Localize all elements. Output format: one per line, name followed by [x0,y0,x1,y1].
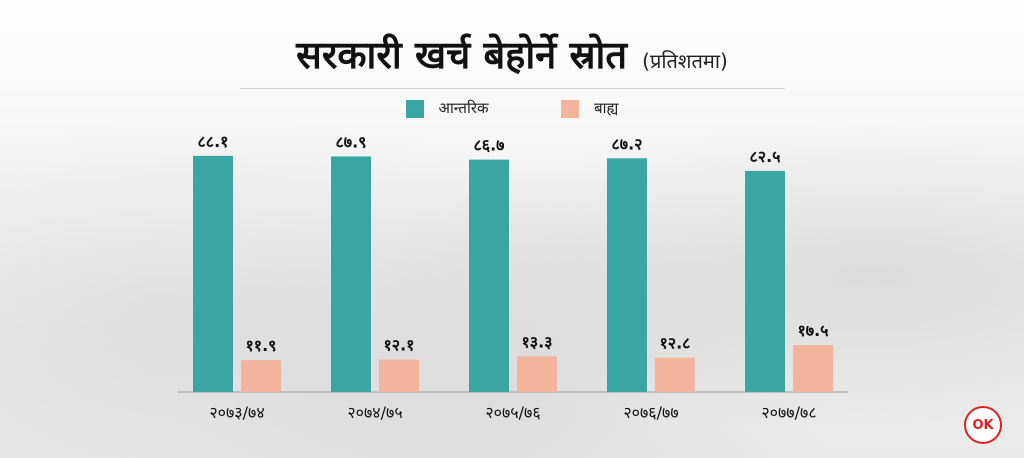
legend-swatch-external [561,99,580,118]
legend-item-external: बाह्य [561,98,618,118]
bar-internal [607,158,647,392]
chart-header: सरकारी खर्च बेहोर्ने स्रोत (प्रतिशतमा) [0,28,1024,80]
chart-legend: आन्तरिक बाह्य [0,98,1024,118]
brand-logo: OK [964,406,1002,444]
data-label: ८७.९ [335,132,366,151]
data-label: १३.३ [521,332,552,351]
bar-internal [469,159,509,392]
data-label: ११.९ [245,336,276,355]
data-label: १२.१ [383,336,414,355]
x-tick-label: २०७५/७६ [485,403,540,422]
data-label: ८६.७ [473,136,504,155]
data-label: ८२.५ [749,147,780,166]
x-tick-label: २०७३/७४ [209,403,264,422]
bar-external [517,356,557,392]
bar-internal [193,155,233,392]
data-label: ८८.१ [197,132,228,151]
legend-label-internal: आन्तरिक [438,99,489,117]
bar-internal [331,156,371,392]
data-label: १२.८ [659,334,690,353]
bar-internal [745,170,785,392]
x-tick-label: २०७६/७७ [623,403,678,422]
bar-external [793,345,833,392]
chart-subtitle: (प्रतिशतमा) [642,49,728,73]
data-label: १७.५ [797,321,828,340]
chart-title: सरकारी खर्च बेहोर्ने स्रोत [296,33,628,77]
bar-external [379,359,419,392]
legend-swatch-internal [405,99,424,118]
data-label: ८७.२ [611,134,642,153]
bar-external [655,357,695,392]
x-tick-label: २०७७/७८ [761,403,816,422]
x-tick-label: २०७४/७५ [347,403,402,422]
bar-external [241,360,281,392]
legend-label-external: बाह्य [594,99,619,117]
title-divider [240,88,785,89]
legend-item-internal: आन्तरिक [405,98,489,118]
